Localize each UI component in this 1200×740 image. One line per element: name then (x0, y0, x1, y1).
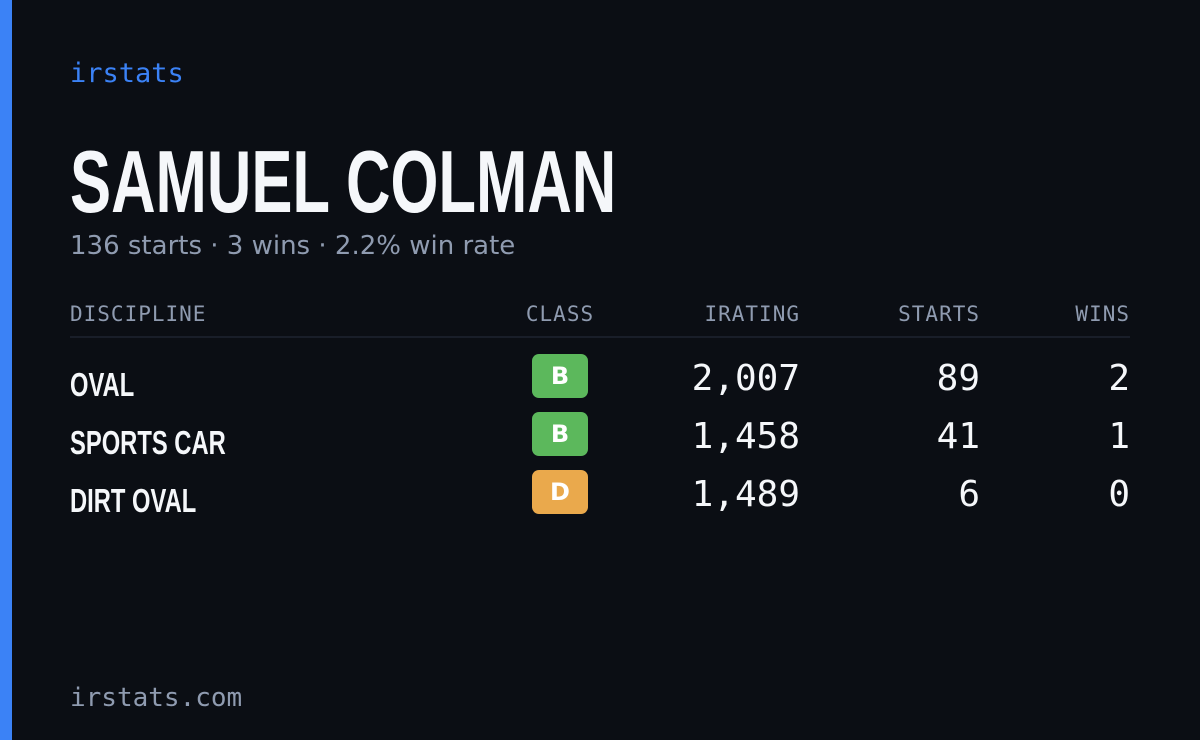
class-badge (532, 354, 588, 398)
discipline-group: DIRT OVAL (70, 483, 196, 520)
column-header: WINS (1075, 302, 1130, 326)
discipline: SPORTS CAR (70, 425, 226, 462)
wins: 0 (1108, 474, 1130, 515)
wins: 1 (1108, 416, 1130, 457)
starts: 89 (937, 358, 980, 399)
class-badge (532, 470, 588, 514)
footer: irstats.com (70, 683, 242, 713)
class-letter: B (551, 420, 569, 448)
wins: 2 (1108, 358, 1130, 399)
irating: 1,489 (692, 474, 800, 515)
column-header: DISCIPLINE (70, 302, 206, 326)
brand: irstats (70, 58, 184, 89)
class-badge (532, 412, 588, 456)
class-letter: D (550, 478, 570, 506)
driver-name-group: SAMUEL COLMAN (70, 133, 616, 231)
column-header: STARTS (898, 302, 980, 326)
discipline: OVAL (70, 367, 134, 404)
accent-bar (0, 0, 12, 740)
class-letter: B (551, 362, 569, 390)
discipline-group: SPORTS CAR (70, 425, 226, 462)
starts: 41 (937, 416, 980, 457)
driver-name: SAMUEL COLMAN (70, 133, 616, 231)
column-header: IRATING (704, 302, 800, 326)
irating: 1,458 (692, 416, 800, 457)
discipline: DIRT OVAL (70, 483, 196, 520)
discipline-group: OVAL (70, 367, 134, 404)
column-header: CLASS (526, 302, 594, 326)
starts: 6 (958, 474, 980, 515)
driver-summary: 136 starts · 3 wins · 2.2% win rate (70, 231, 515, 261)
irating: 2,007 (692, 358, 800, 399)
